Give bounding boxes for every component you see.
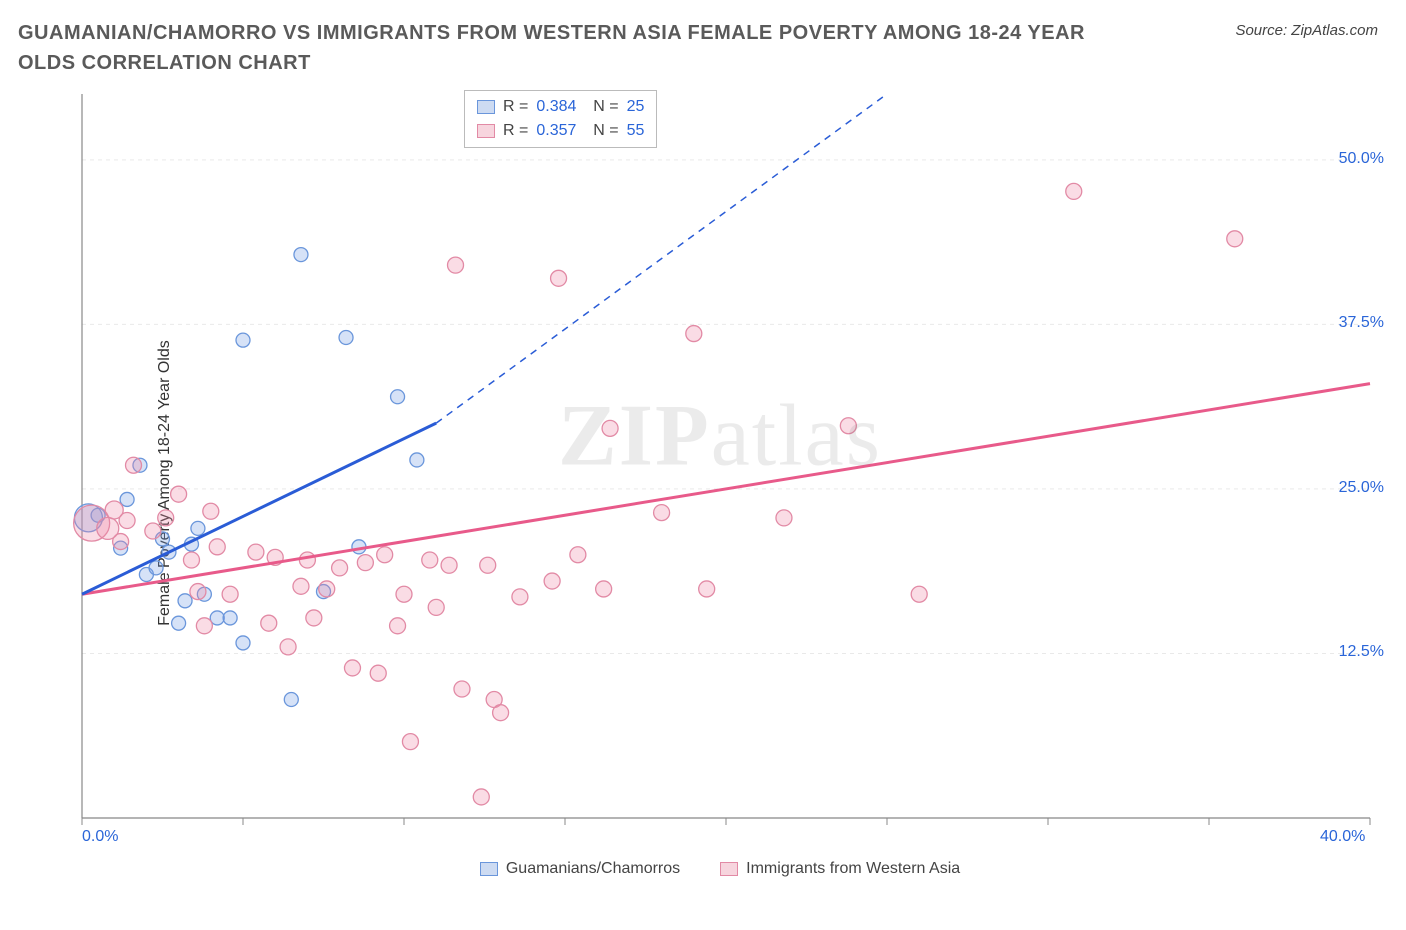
swatch-icon [480, 862, 498, 876]
legend-item-series2: Immigrants from Western Asia [720, 860, 960, 878]
legend-label: Immigrants from Western Asia [746, 860, 960, 878]
y-tick-label: 25.0% [1314, 479, 1384, 497]
swatch-icon [720, 862, 738, 876]
chart-container: Female Poverty Among 18-24 Year Olds ZIP… [50, 88, 1390, 878]
n-value: 55 [627, 122, 645, 140]
y-tick-label: 37.5% [1314, 314, 1384, 332]
source-credit: Source: ZipAtlas.com [1235, 22, 1378, 39]
y-tick-label: 50.0% [1314, 150, 1384, 168]
stats-row-series2: R = 0.357 N = 55 [477, 119, 644, 143]
n-value: 25 [627, 98, 645, 116]
x-legend: Guamanians/Chamorros Immigrants from Wes… [50, 860, 1390, 878]
stats-row-series1: R = 0.384 N = 25 [477, 95, 644, 119]
r-value: 0.357 [536, 122, 576, 140]
stats-legend: R = 0.384 N = 25 R = 0.357 N = 55 [464, 90, 657, 148]
legend-label: Guamanians/Chamorros [506, 860, 680, 878]
legend-item-series1: Guamanians/Chamorros [480, 860, 680, 878]
x-tick-label: 40.0% [1320, 828, 1365, 846]
y-tick-label: 12.5% [1314, 643, 1384, 661]
x-tick-label: 0.0% [82, 828, 118, 846]
chart-header: GUAMANIAN/CHAMORRO VS IMMIGRANTS FROM WE… [0, 0, 1406, 78]
chart-title: GUAMANIAN/CHAMORRO VS IMMIGRANTS FROM WE… [18, 18, 1118, 78]
scatter-plot [72, 88, 1390, 848]
swatch-icon [477, 124, 495, 138]
swatch-icon [477, 100, 495, 114]
r-value: 0.384 [536, 98, 576, 116]
